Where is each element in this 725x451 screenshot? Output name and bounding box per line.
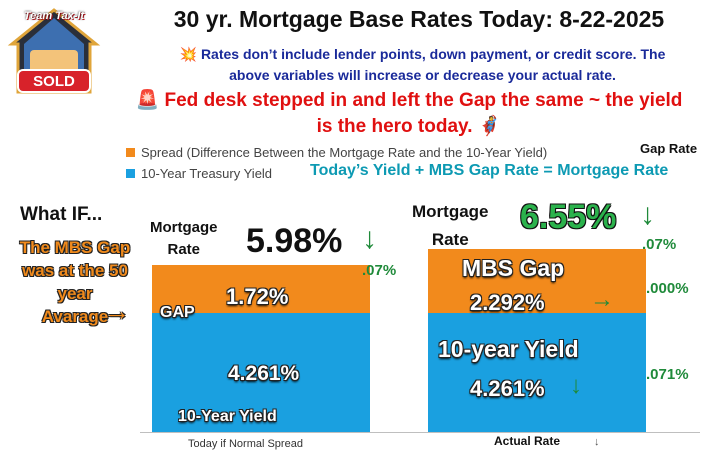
legend-item-spread: Spread (Difference Between the Mortgage … [126, 145, 547, 160]
right-rate-down-arrow-icon: ↓ [640, 198, 655, 231]
what-if-heading: What IF... [20, 204, 103, 225]
right-yield-title: 10-year Yield [438, 336, 579, 362]
mbs-note-line-3: year [57, 284, 93, 303]
left-spread-value: 1.72% [226, 284, 289, 309]
mbs-note-line-4: Avarage [41, 307, 109, 326]
left-rate-change: .07% [362, 262, 397, 279]
mbs-note-line-2: was at the 50 [22, 261, 128, 280]
mbs-gap-average-note: The MBS Gap was at the 50 year Avarage [4, 236, 146, 328]
rate-formula: Today’s Yield + MBS Gap Rate = Mortgage … [310, 162, 669, 179]
bar-left-treasury-yield [152, 313, 370, 432]
right-mortgage-label-line-1: Mortgage [412, 202, 489, 221]
left-yield-tag: 10-Year Yield [178, 408, 277, 425]
disclaimer-line-2: above variables will increase or decreas… [229, 67, 616, 83]
alert-line-1: 🚨 Fed desk stepped in and left the Gap t… [135, 90, 683, 111]
legend-label-spread: Spread (Difference Between the Mortgage … [141, 145, 548, 160]
legend-swatch-treasury [126, 169, 135, 178]
right-gap-arrow-icon: → [590, 286, 614, 313]
right-mortgage-rate-label: Mortgage Rate [412, 198, 489, 254]
bar-left-spread [152, 265, 370, 314]
right-rate-change: .07% [642, 236, 677, 253]
left-yield-value: 4.261% [228, 362, 300, 385]
right-mortgage-rate-value: 6.55% [520, 198, 617, 236]
gap-rate-change: .000% [646, 280, 689, 297]
team-tax-it-logo: Team Tax-It SOLD [4, 4, 104, 104]
x-label-left: Today if Normal Spread [188, 438, 303, 450]
left-gap-tag: GAP [160, 304, 195, 321]
left-mortgage-rate-label: Mortgage Rate [150, 217, 218, 261]
disclaimer-line-1: 💥 Rates don’t include lender points, dow… [179, 46, 666, 62]
disclaimer-note: 💥 Rates don’t include lender points, dow… [150, 44, 695, 86]
legend-label-treasury: 10-Year Treasury Yield [141, 166, 273, 181]
bar-right-spread [428, 249, 646, 314]
page-title: 30 yr. Mortgage Base Rates Today: 8-22-2… [173, 6, 665, 32]
pointing-arrow-icon: → [104, 296, 130, 326]
right-mortgage-label-line-2: Rate [431, 230, 469, 249]
right-yield-value: 4.261% [470, 376, 545, 401]
legend-swatch-spread [126, 148, 135, 157]
legend-item-treasury: 10-Year Treasury Yield [126, 166, 272, 181]
yield-rate-change: .071% [646, 366, 689, 383]
fed-alert: 🚨 Fed desk stepped in and left the Gap t… [94, 88, 724, 140]
alert-line-2: is the hero today. 🦸 [316, 116, 502, 137]
left-rate-down-arrow-icon: ↓ [362, 222, 377, 255]
bar-right-treasury-yield [428, 313, 646, 432]
right-spread-title: MBS Gap [462, 255, 565, 281]
mbs-note-line-1: The MBS Gap [19, 238, 131, 257]
left-mortgage-label-line-1: Mortgage [150, 219, 218, 236]
logo-text-bottom: SOLD [33, 73, 75, 90]
yield-down-arrow-icon: ↓ [570, 372, 582, 399]
left-mortgage-label-line-2: Rate [167, 241, 200, 258]
right-spread-value: 2.292% [470, 290, 545, 315]
small-down-arrow-icon: ↓ [594, 436, 600, 448]
gap-rate-header: Gap Rate [640, 141, 698, 156]
left-mortgage-rate-value: 5.98% [246, 222, 343, 260]
x-label-right: Actual Rate [494, 434, 561, 448]
x-axis-baseline [140, 432, 700, 433]
logo-text-top: Team Tax-It [23, 10, 85, 22]
